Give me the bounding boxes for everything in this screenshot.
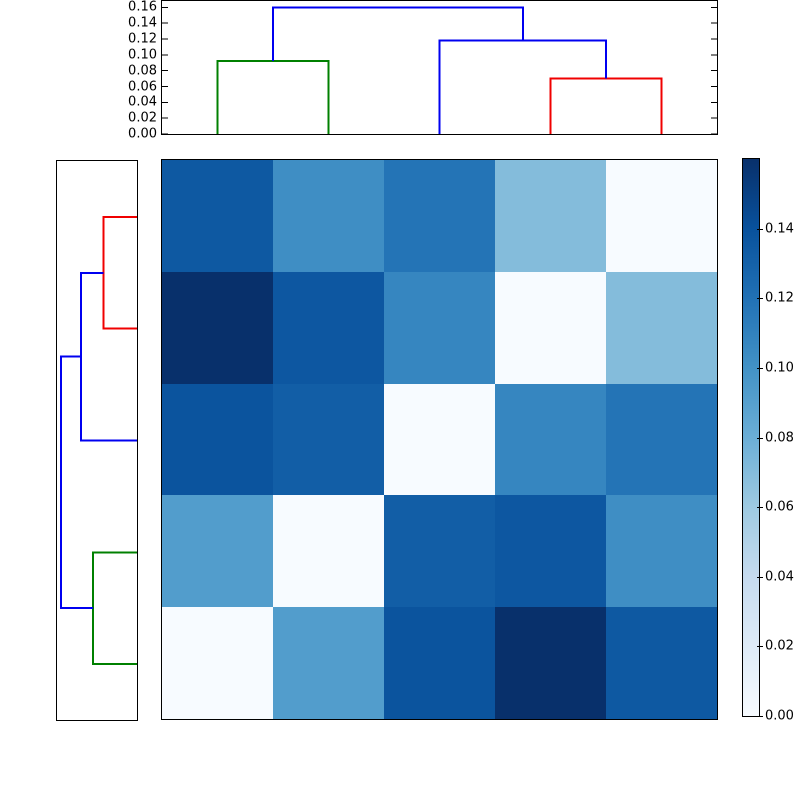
colorbar-tick-label: 0.04 (765, 569, 794, 585)
colorbar-tick (757, 646, 763, 648)
heatmap-cell (273, 160, 384, 272)
heatmap-cell (273, 607, 384, 719)
heatmap-cell (495, 495, 606, 608)
heatmap-grid (162, 160, 717, 719)
top-dendrogram-ytick-label: 0.16 (128, 0, 157, 15)
colorbar-tick-label: 0.12 (765, 290, 794, 306)
heatmap-cell (384, 271, 495, 384)
colorbar-tick (757, 507, 763, 509)
heatmap-cell (495, 383, 606, 496)
colorbar-tick-label: 0.00 (765, 708, 794, 724)
top-dendrogram-axes (161, 0, 718, 135)
heatmap-cell (162, 160, 273, 272)
heatmap-cell (495, 271, 606, 384)
heatmap-cell (384, 495, 495, 608)
top-dendrogram-ytick-label: 0.08 (128, 63, 157, 79)
heatmap-cell (606, 271, 717, 384)
dendrogram-link (216, 60, 330, 134)
dendrogram-link (102, 215, 137, 330)
heatmap-cell (606, 495, 717, 608)
colorbar-tick (757, 298, 763, 300)
top-dendrogram-ytick-label: 0.10 (128, 47, 157, 63)
top-dendrogram-svg (162, 6, 717, 134)
heatmap-cell (384, 383, 495, 496)
heatmap-cell (606, 383, 717, 496)
colorbar-tick-label: 0.02 (765, 638, 794, 654)
top-dendrogram-ytick-label: 0.00 (128, 126, 157, 142)
heatmap-cell (162, 607, 273, 719)
colorbar-tick-label: 0.08 (765, 430, 794, 445)
heatmap-cell (606, 160, 717, 272)
heatmap-cell (384, 607, 495, 719)
heatmap-cell (162, 495, 273, 608)
colorbar-tick (757, 228, 763, 230)
left-dendrogram-axes (56, 160, 138, 721)
dendrogram-link (438, 39, 607, 134)
colorbar-tick-label: 0.06 (765, 499, 794, 515)
heatmap-cell (606, 607, 717, 719)
colorbar-tick (757, 437, 763, 439)
colorbar-tick-label: 0.10 (765, 360, 794, 376)
heatmap-cell (162, 383, 273, 496)
heatmap-cell (162, 271, 273, 384)
dendrogram-link (59, 355, 94, 610)
heatmap-cell (495, 607, 606, 719)
colorbar-tick (757, 716, 763, 717)
dendrogram-link (549, 77, 663, 134)
dendrogram-link (92, 551, 137, 666)
heatmap-cell (273, 383, 384, 496)
heatmap-cell (273, 495, 384, 608)
heatmap-axes (161, 159, 718, 720)
colorbar-tick (757, 367, 763, 369)
dendrogram-link (79, 271, 137, 442)
heatmap-cell (273, 271, 384, 384)
heatmap-cell (495, 160, 606, 272)
top-dendrogram-ytick-label: 0.14 (128, 15, 157, 31)
dendrogram-link (272, 6, 524, 62)
top-dendrogram-ytick-label: 0.04 (128, 94, 157, 110)
colorbar-tick-label: 0.14 (765, 221, 794, 237)
left-dendrogram-svg (59, 215, 137, 666)
colorbar-tick (757, 576, 763, 578)
top-dendrogram-ytick-label: 0.12 (128, 31, 157, 47)
heatmap-cell (384, 160, 495, 272)
top-dendrogram-ytick-label: 0.06 (128, 79, 157, 94)
top-dendrogram-ytick-label: 0.02 (128, 110, 157, 126)
